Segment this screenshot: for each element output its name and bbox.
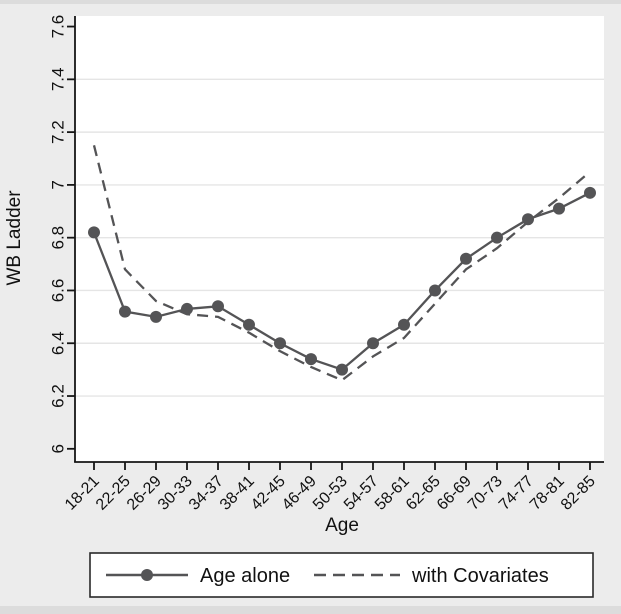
data-point-marker <box>491 231 503 244</box>
age-alone-marker-sample <box>141 569 153 581</box>
data-point-marker <box>181 302 193 315</box>
y-tick-label: 6.2 <box>49 384 68 408</box>
y-axis-title: WB Ladder <box>4 190 25 286</box>
y-tick-label: 7.4 <box>49 68 68 92</box>
y-tick-label: 6 <box>49 444 68 453</box>
bottom-edge-strip <box>0 606 621 614</box>
data-point-marker <box>460 252 472 265</box>
data-point-marker <box>212 300 224 313</box>
legend-label-age-alone: Age alone <box>200 565 290 587</box>
data-point-marker <box>522 213 534 226</box>
y-tick-label: 6.4 <box>49 331 68 355</box>
data-point-marker <box>119 305 131 318</box>
plot-area <box>75 16 604 462</box>
data-point-marker <box>88 226 100 239</box>
data-point-marker <box>553 202 565 215</box>
data-point-marker <box>305 353 317 366</box>
y-tick-label: 6.6 <box>49 279 68 303</box>
y-tick-label: 7 <box>49 180 68 189</box>
y-tick-label: 7.2 <box>49 120 68 144</box>
data-point-marker <box>150 310 162 323</box>
top-edge-strip <box>0 0 621 4</box>
with-covariates-line <box>92 145 591 382</box>
series-with-covariates <box>92 145 591 382</box>
data-point-marker <box>429 284 441 297</box>
legend-label-with-covariates: with Covariates <box>411 565 549 587</box>
series-age-alone <box>88 186 596 376</box>
data-point-marker <box>367 337 379 350</box>
data-point-marker <box>274 337 286 350</box>
gridlines <box>75 78 604 397</box>
data-point-marker <box>243 318 255 331</box>
axis-ticks <box>67 25 591 470</box>
data-point-marker <box>398 318 410 331</box>
y-tick-label: 7.6 <box>49 15 68 39</box>
data-point-marker <box>336 363 348 376</box>
y-tick-label: 6.8 <box>48 226 67 250</box>
x-axis-title: Age <box>325 515 359 536</box>
data-point-marker <box>584 186 596 199</box>
legend: Age alone with Covariates <box>89 552 594 598</box>
